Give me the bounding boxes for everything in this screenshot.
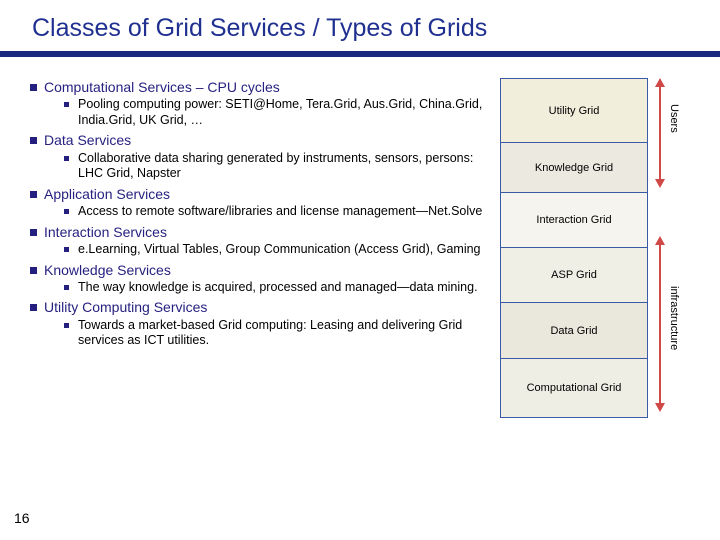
content-area: Computational Services – CPU cyclesPooli… [0,68,720,418]
section-heading: Application Services [6,185,500,203]
title-underline-bar [0,51,720,57]
bullet-list: Computational Services – CPU cyclesPooli… [0,68,500,418]
infra-arrow-head-down [655,403,665,412]
grid-type-stack: Utility GridKnowledge GridInteraction Gr… [500,78,648,418]
infrastructure-label: infrastructure [668,286,680,350]
grid-type-box: Knowledge Grid [501,143,647,193]
section-heading: Utility Computing Services [6,298,500,316]
section-detail: Access to remote software/libraries and … [6,204,500,220]
section-detail: Towards a market-based Grid computing: L… [6,318,500,349]
section-detail: The way knowledge is acquired, processed… [6,280,500,296]
slide-title: Classes of Grid Services / Types of Grid… [0,0,720,51]
infra-arrow-line [659,244,661,404]
section-heading: Knowledge Services [6,261,500,279]
section-detail: Pooling computing power: SETI@Home, Tera… [6,97,500,128]
users-label: Users [668,104,680,133]
infra-arrow-head-up [655,236,665,245]
section-heading: Interaction Services [6,223,500,241]
section-heading: Data Services [6,131,500,149]
users-arrow-line [659,86,661,180]
slide-number: 16 [14,510,30,526]
grid-type-box: Data Grid [501,303,647,359]
section-detail: e.Learning, Virtual Tables, Group Commun… [6,242,500,258]
users-arrow-head-down [655,179,665,188]
section-detail: Collaborative data sharing generated by … [6,151,500,182]
grid-type-box: Computational Grid [501,359,647,417]
section-heading: Computational Services – CPU cycles [6,78,500,96]
grid-type-box: Interaction Grid [501,193,647,248]
grid-type-box: ASP Grid [501,248,647,303]
users-arrow-head-up [655,78,665,87]
grid-type-box: Utility Grid [501,79,647,143]
right-column: Utility GridKnowledge GridInteraction Gr… [500,68,696,418]
